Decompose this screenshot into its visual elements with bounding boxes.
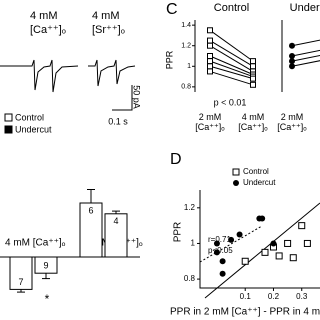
marker (250, 81, 256, 88)
y-axis-label: PPR (173, 222, 184, 243)
category-label: 2 mM [Ca⁺⁺]ₒ (277, 112, 307, 132)
marker (207, 63, 213, 70)
condition-label: 4 mM (30, 10, 58, 22)
y-tick-label: 1.4 (181, 22, 191, 29)
pair-line (209, 45, 254, 72)
condition-label: [Sr⁺⁺]ₒ (92, 24, 125, 36)
n-label: 4 (113, 216, 118, 226)
legend-label: Control (15, 112, 44, 122)
bar (34, 256, 58, 274)
category-label: 4 mM [Ca⁺⁺]ₒ (238, 112, 268, 132)
pair-line (209, 65, 254, 80)
point (213, 249, 220, 256)
point (219, 258, 226, 265)
trace-ca (0, 59, 79, 93)
point (289, 254, 297, 262)
legend-swatch (233, 180, 239, 186)
legend-undercut-swatch (4, 125, 13, 134)
pair-line (209, 60, 254, 78)
marker (250, 58, 256, 65)
n-label: 9 (43, 261, 48, 271)
marker (207, 68, 213, 75)
condition-label: [Ca⁺⁺]ₒ (30, 24, 66, 36)
point (259, 215, 266, 222)
marker (289, 58, 295, 65)
category-label: 4 mM [Ca⁺⁺]ₒ (5, 238, 66, 249)
point (261, 248, 269, 256)
point (213, 240, 220, 247)
panel-letter: D (170, 151, 182, 168)
condition-label: 4 mM (92, 10, 120, 22)
panel-title: Undercut (290, 2, 320, 14)
scale-bar (112, 85, 133, 111)
point (241, 257, 249, 265)
pair-line (209, 40, 254, 67)
marker (289, 53, 295, 59)
point (298, 222, 306, 230)
y-axis-label: PPR (164, 50, 174, 69)
x-axis-label: PPR in 2 mM [Ca⁺⁺] - PPR in 4 mM [Ca⁺⁺] (170, 307, 320, 318)
marker (207, 42, 213, 49)
marker (250, 75, 256, 82)
pair-line (291, 39, 320, 47)
marker (207, 58, 213, 65)
point (236, 231, 243, 238)
annotation: p<0.05 (208, 246, 233, 255)
legend-swatch (232, 168, 240, 176)
pair-line (291, 55, 320, 62)
x-tick-label: 0.2 (268, 292, 280, 301)
pair-line (209, 55, 254, 75)
legend-label: Control (243, 167, 269, 176)
marker (207, 53, 213, 59)
panel-title: Control (214, 2, 249, 14)
marker (289, 42, 295, 49)
legend-label: Undercut (243, 178, 276, 187)
y-tick-label: 1 (187, 63, 191, 70)
legend-control-swatch (4, 113, 13, 122)
point (275, 252, 283, 260)
pair-line (291, 49, 320, 57)
y-tick-label: 1 (191, 239, 196, 248)
marker (207, 37, 213, 44)
y-tick-label: 0.8 (181, 84, 191, 91)
panel-letter: C (166, 1, 178, 18)
significance: * (45, 292, 50, 306)
bar (104, 213, 128, 258)
pair-line (291, 60, 320, 67)
point (303, 239, 311, 247)
bar (9, 256, 33, 290)
point (228, 236, 235, 243)
scale-x-label: 0.1 s (108, 116, 128, 126)
p-value: p < 0.01 (214, 97, 247, 107)
marker (207, 27, 213, 34)
n-label: 7 (18, 277, 23, 287)
scale-y-label: 50 pA (132, 85, 142, 109)
x-tick-label: 0.1 (240, 292, 252, 301)
traces (0, 59, 136, 111)
pair-line (209, 29, 254, 62)
axes (199, 190, 320, 289)
point (284, 239, 292, 247)
pair-line (209, 70, 254, 86)
y-tick-label: 1.2 (184, 203, 196, 212)
y-tick-label: 1.2 (181, 43, 191, 50)
point (219, 270, 226, 277)
y-tick-label: 0.8 (184, 274, 196, 283)
annotation: r=0.71 (208, 235, 231, 244)
category-label: 2 mM [Ca⁺⁺]ₒ (195, 112, 225, 132)
x-tick-label: 0.3 (296, 292, 308, 301)
n-label: 6 (88, 205, 93, 215)
legend-label: Undercut (15, 124, 52, 134)
bar (79, 202, 103, 258)
marker (250, 63, 256, 70)
point (270, 240, 277, 247)
marker (289, 63, 295, 70)
trace-sr (88, 59, 136, 87)
